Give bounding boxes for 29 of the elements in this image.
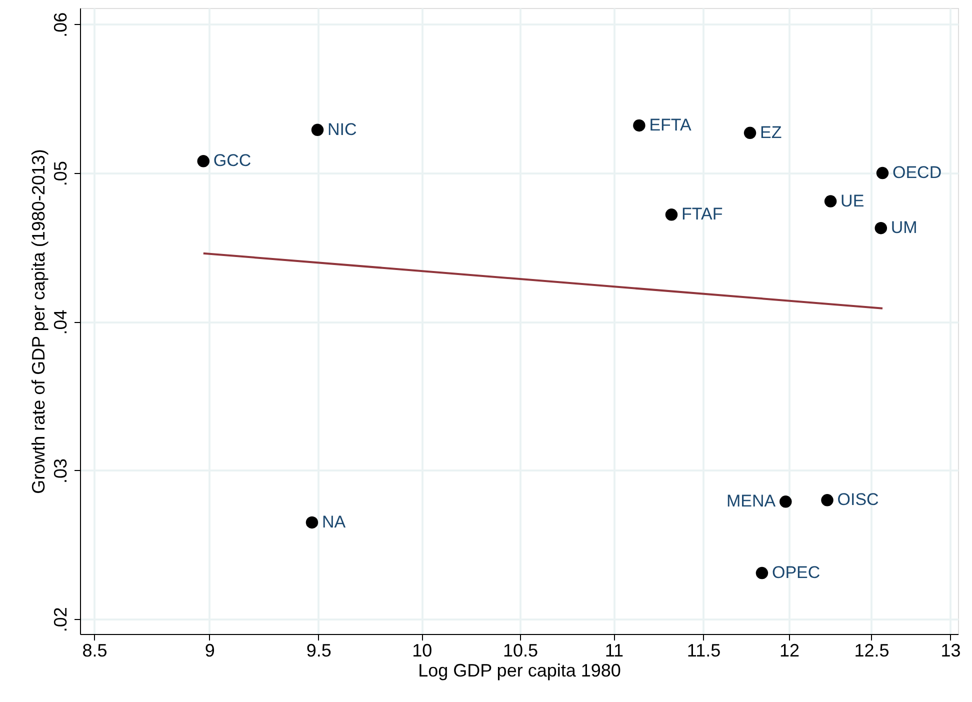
x-tick-label: 13: [940, 640, 961, 660]
y-tick-label: .06: [50, 12, 70, 38]
annotation: EZ: [760, 122, 782, 142]
y-tick-label: .04: [50, 310, 70, 335]
annotation: OECD: [892, 163, 942, 182]
annotation: MENA: [726, 492, 776, 511]
y-axis-title: Growth rate of GDP per capita (1980-2013): [28, 149, 48, 494]
x-tick-label: 10: [412, 640, 432, 660]
y-tick-label: .02: [50, 607, 70, 632]
y-tick-label: .05: [50, 161, 70, 186]
annotation: UM: [890, 218, 918, 238]
y-tick-label: .03: [50, 458, 70, 484]
x-tick-label: 10.5: [502, 640, 538, 660]
annotation: UE: [840, 191, 864, 210]
x-tick-label: 8.5: [82, 640, 108, 660]
annotation: OISC: [837, 490, 879, 510]
annotation: GCC: [213, 151, 252, 170]
annotation: NIC: [328, 120, 357, 139]
x-tick-label: 12: [779, 640, 800, 660]
x-tick-label: 9: [204, 640, 215, 660]
x-axis-title: Log GDP per capita 1980: [418, 660, 621, 680]
annotation: FTAF: [681, 204, 723, 224]
annotation: OPEC: [772, 563, 820, 582]
annotation: NA: [322, 512, 346, 532]
x-tick-label: 12.5: [854, 640, 890, 660]
x-tick-label: 9.5: [306, 640, 332, 660]
x-tick-label: 11: [604, 640, 624, 660]
x-tick-label: 11.5: [686, 640, 721, 660]
annotation: EFTA: [649, 115, 692, 134]
